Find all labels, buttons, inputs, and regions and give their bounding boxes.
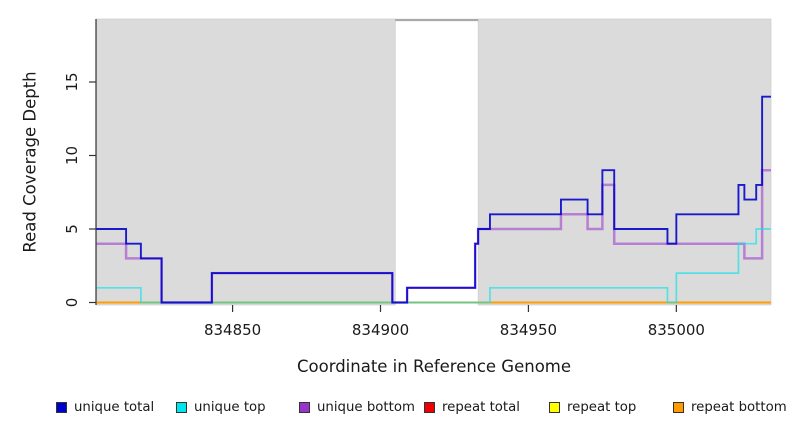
unique-bottom-swatch (299, 402, 310, 413)
legend-label: unique top (194, 400, 266, 415)
x-tick-label: 835000 (648, 321, 705, 339)
y-tick-label: 15 (63, 72, 81, 91)
repeat-top-swatch (549, 402, 560, 413)
legend-item-unique-top: unique top (176, 400, 266, 415)
x-axis-label: Coordinate in Reference Genome (296, 357, 572, 376)
legend-item-unique-total: unique total (56, 400, 154, 415)
legend-label: repeat bottom (691, 400, 787, 415)
repeat-bottom-swatch (673, 402, 684, 413)
legend-label: unique total (74, 400, 155, 415)
repeat-total-swatch (424, 402, 435, 413)
y-tick-label: 10 (63, 146, 81, 165)
x-tick-label: 834850 (204, 321, 261, 339)
series-unique-total (96, 95, 771, 304)
legend-item-unique-bottom: unique bottom (299, 400, 415, 415)
legend-label: unique bottom (317, 400, 415, 415)
legend-label: repeat total (442, 400, 520, 415)
x-tick-label: 834950 (500, 321, 557, 339)
unique-total-swatch (56, 402, 67, 413)
legend-item-repeat-top: repeat top (549, 400, 636, 415)
x-tick-label: 834900 (352, 321, 409, 339)
legend-item-repeat-total: repeat total (424, 400, 520, 415)
legend-item-repeat-bottom: repeat bottom (673, 400, 787, 415)
legend-label: repeat top (567, 400, 637, 415)
shaded-region-0 (96, 18, 396, 306)
y-tick-label: 0 (63, 298, 81, 308)
unique-top-swatch (176, 402, 187, 413)
y-tick-label: 5 (63, 224, 81, 234)
shaded-region-1 (477, 18, 772, 306)
